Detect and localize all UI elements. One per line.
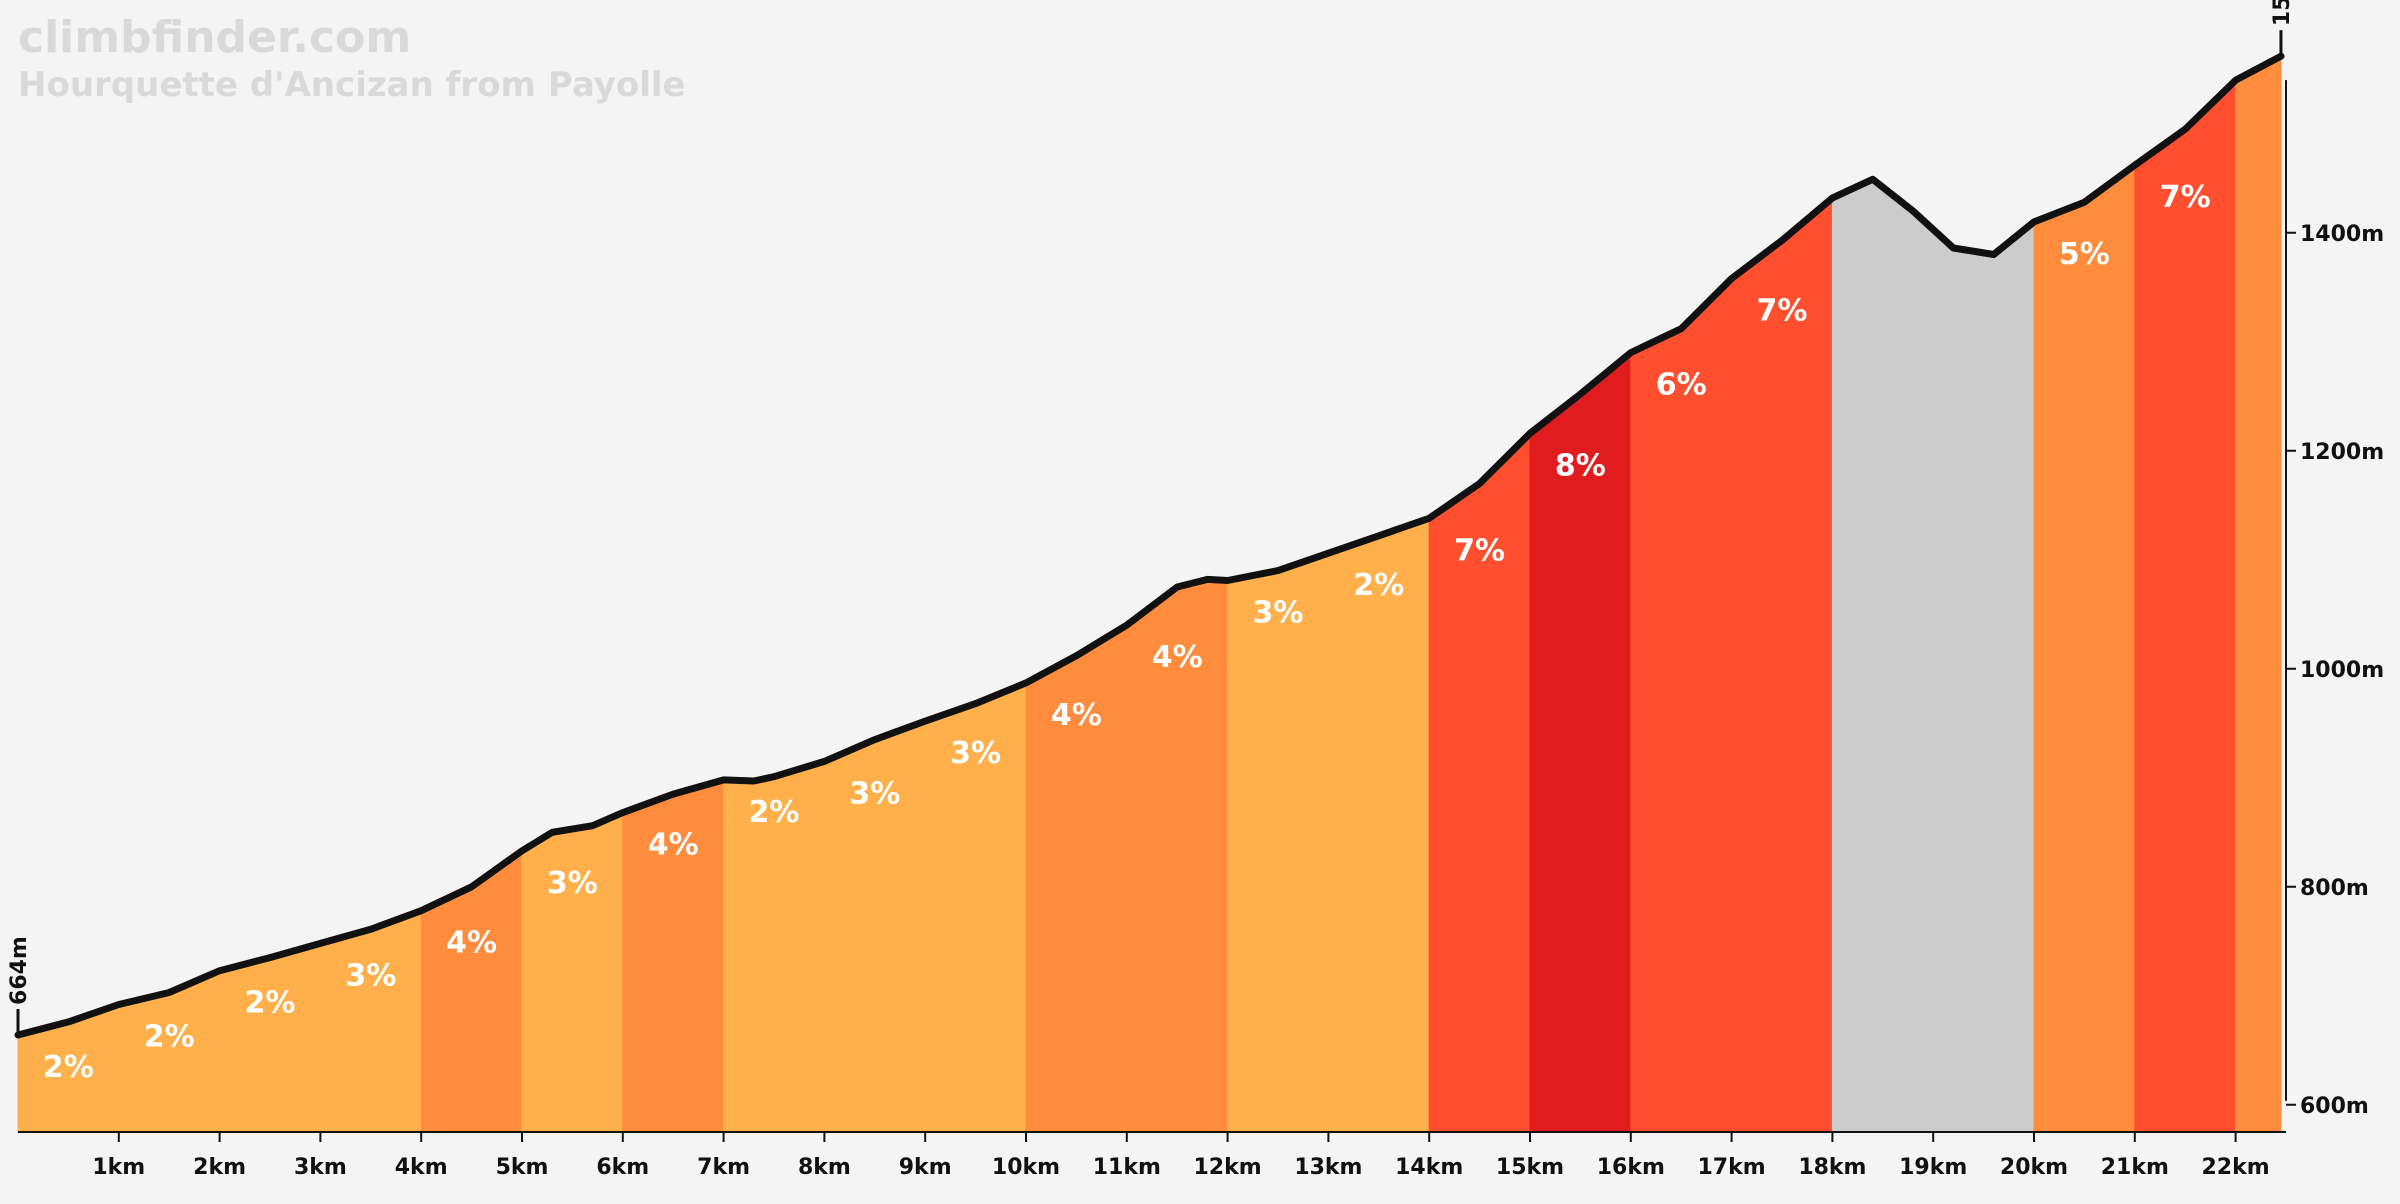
grade-segment: [2235, 55, 2282, 1133]
grade-segment: [2033, 164, 2136, 1133]
grade-label: 2%: [43, 1050, 94, 1085]
x-tick-label: 9km: [899, 1155, 952, 1180]
grade-label: 4%: [1152, 640, 1203, 675]
grade-segment: [420, 849, 523, 1133]
x-tick-label: 1km: [92, 1155, 145, 1180]
grade-label: 7%: [2160, 180, 2211, 215]
x-tick-label: 4km: [395, 1155, 448, 1180]
grade-segment: [1630, 277, 1733, 1133]
profile-line: [14, 52, 2285, 1039]
y-tick-label: 1200m: [2300, 440, 2384, 465]
grade-label: 3%: [950, 736, 1001, 771]
axes: 1km 2km 3km 4km 5km 6km 7km 8km 9km 10km 11km 12km 1…: [18, 80, 2384, 1180]
x-tick-label: 22km: [2202, 1155, 2270, 1180]
end-elevation-label: 1562m: [2270, 0, 2295, 26]
grade-segment: [1731, 196, 1833, 1133]
grade-label: 3%: [849, 776, 900, 811]
x-tick-label: 14km: [1395, 1155, 1463, 1180]
grade-labels: 2% 2% 2% 3% 4% 3% 4% 2% 3% 3% 4% 4% 3% 2% 7% 8% 6% 7% 5% 7%: [43, 180, 2211, 1085]
watermark-site: climbfinder.com: [18, 12, 411, 63]
grade-label: 4%: [648, 828, 699, 863]
x-tick-label: 21km: [2101, 1155, 2169, 1180]
grade-label: 8%: [1555, 448, 1606, 483]
grade-label: 4%: [1051, 698, 1102, 733]
x-tick-label: 16km: [1597, 1155, 1665, 1180]
grade-label: 2%: [749, 795, 800, 830]
grade-label: 7%: [1454, 533, 1505, 568]
x-tick-label: 12km: [1194, 1155, 1262, 1180]
y-tick-label: 600m: [2300, 1094, 2369, 1119]
grade-segment: [319, 909, 422, 1133]
x-tick-label: 3km: [294, 1155, 347, 1180]
end-markers: 664m 1562m: [7, 0, 2295, 1035]
grade-segments: [17, 55, 2282, 1133]
x-tick-label: 10km: [992, 1155, 1060, 1180]
y-tick-label: 1400m: [2300, 222, 2384, 247]
grade-label: 2%: [245, 986, 296, 1021]
x-tick-label: 18km: [1798, 1155, 1866, 1180]
grade-segment: [1227, 552, 1329, 1133]
x-tick-label: 20km: [2000, 1155, 2068, 1180]
x-tick-label: 7km: [697, 1155, 750, 1180]
grade-label: 3%: [547, 866, 598, 901]
grade-label: 3%: [1253, 596, 1304, 631]
x-tick-label: 17km: [1698, 1155, 1766, 1180]
grade-segment: [1932, 220, 2035, 1133]
grade-label: 3%: [345, 958, 396, 993]
profile-line-group: [14, 52, 2285, 1039]
grade-label: 2%: [1353, 568, 1404, 603]
y-tick-label: 800m: [2300, 876, 2369, 901]
x-tick-label: 8km: [798, 1155, 851, 1180]
watermark-climb-name: Hourquette d'Ancizan from Payolle: [18, 65, 686, 105]
x-tick-label: 6km: [596, 1155, 649, 1180]
x-tick-label: 19km: [1899, 1155, 1967, 1180]
grade-segment: [1831, 178, 1934, 1133]
grade-segment: [219, 942, 321, 1133]
x-tick-label: 13km: [1294, 1155, 1362, 1180]
x-tick-label: 5km: [496, 1155, 549, 1180]
grade-label: 7%: [1757, 294, 1808, 329]
grade-segment: [2134, 79, 2237, 1133]
grade-label: 6%: [1656, 368, 1707, 403]
grade-segment: [521, 811, 624, 1133]
grade-label: 2%: [144, 1020, 195, 1055]
grade-label: 5%: [2059, 237, 2110, 272]
start-elevation-label: 664m: [7, 936, 32, 1005]
x-tick-label: 2km: [193, 1155, 246, 1180]
y-tick-label: 1000m: [2300, 658, 2384, 683]
x-tick-label: 15km: [1496, 1155, 1564, 1180]
grade-segment: [1327, 517, 1430, 1133]
grade-label: 4%: [446, 926, 497, 961]
x-tick-label: 11km: [1093, 1155, 1161, 1180]
